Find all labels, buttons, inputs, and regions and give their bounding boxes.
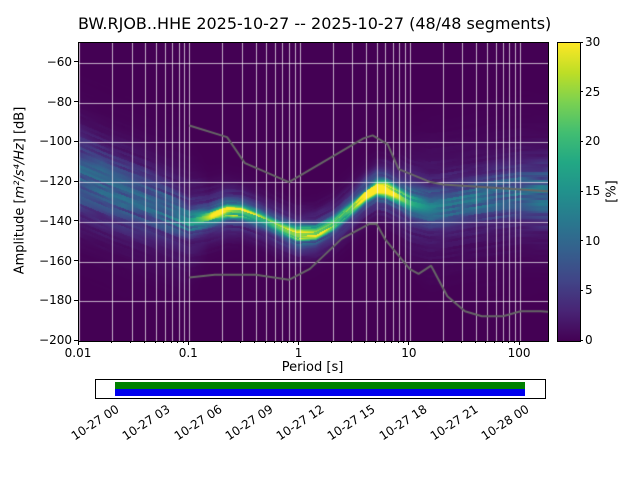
y-tick-mark bbox=[74, 299, 78, 301]
y-tick-mark bbox=[74, 260, 78, 262]
x-minor-tick-mark bbox=[273, 341, 275, 343]
timeline-tick-label: 10-27 18 bbox=[376, 402, 430, 444]
x-minor-tick-mark bbox=[364, 341, 366, 343]
y-tick-label: −80 bbox=[46, 94, 72, 109]
x-minor-tick-mark bbox=[485, 341, 487, 343]
x-tick-label: 1 bbox=[294, 346, 303, 360]
x-tick-mark bbox=[298, 341, 300, 345]
x-tick-label: 0.1 bbox=[178, 346, 198, 360]
x-minor-tick-mark bbox=[474, 341, 476, 343]
y-tick-label: −160 bbox=[39, 253, 72, 268]
x-minor-tick-mark bbox=[397, 341, 399, 343]
x-minor-tick-mark bbox=[264, 341, 266, 343]
x-minor-tick-mark bbox=[391, 341, 393, 343]
colorbar-tick-label: 30 bbox=[585, 35, 601, 49]
y-axis-label: Amplitude [m²/s⁴/Hz] [dB] bbox=[13, 41, 28, 341]
colorbar bbox=[557, 42, 581, 342]
y-tick-mark bbox=[74, 339, 78, 341]
timeline-tick-label: 10-27 15 bbox=[325, 402, 378, 444]
x-minor-tick-mark bbox=[143, 341, 145, 343]
x-tick-label: 10 bbox=[401, 346, 417, 360]
x-minor-tick-mark bbox=[331, 341, 333, 343]
y-tick-mark bbox=[74, 140, 78, 142]
x-minor-tick-mark bbox=[177, 341, 179, 343]
colorbar-tick-mark bbox=[580, 41, 583, 43]
colorbar-tick-mark bbox=[580, 190, 583, 192]
timeline-tick-label: 10-28 00 bbox=[478, 402, 532, 444]
x-minor-tick-mark bbox=[513, 341, 515, 343]
x-minor-tick-mark bbox=[383, 341, 385, 343]
x-minor-tick-mark bbox=[130, 341, 132, 343]
x-axis-label: Period [s] bbox=[281, 360, 344, 375]
colorbar-tick-mark bbox=[580, 289, 583, 291]
colorbar-tick-label: 25 bbox=[585, 84, 601, 99]
x-minor-tick-mark bbox=[350, 341, 352, 343]
colorbar-tick-label: 20 bbox=[585, 134, 601, 149]
y-tick-mark bbox=[74, 180, 78, 182]
colorbar-tick-mark bbox=[580, 91, 583, 93]
x-minor-tick-mark bbox=[287, 341, 289, 343]
y-tick-label: −140 bbox=[39, 213, 72, 228]
x-tick-mark bbox=[408, 341, 410, 345]
x-minor-tick-mark bbox=[507, 341, 509, 343]
y-tick-mark bbox=[74, 101, 78, 103]
y-axis-label-units: m²/s⁴/Hz bbox=[12, 143, 28, 199]
colorbar-tick-mark bbox=[580, 140, 583, 142]
x-minor-tick-mark bbox=[460, 341, 462, 343]
x-minor-tick-mark bbox=[254, 341, 256, 343]
y-axis-label-suffix: ] [dB] bbox=[12, 106, 28, 144]
y-tick-mark bbox=[74, 61, 78, 63]
x-tick-label: 0.01 bbox=[64, 346, 92, 360]
y-tick-label: −180 bbox=[39, 293, 72, 308]
colorbar-tick-label: 0 bbox=[585, 333, 593, 347]
y-tick-label: −60 bbox=[46, 54, 72, 69]
chart-title: BW.RJOB..HHE 2025-10-27 -- 2025-10-27 (4… bbox=[78, 14, 552, 33]
ppsd-heatmap bbox=[78, 42, 549, 342]
x-minor-tick-mark bbox=[501, 341, 503, 343]
x-minor-tick-mark bbox=[293, 341, 294, 343]
timeline-tick-label: 10-27 21 bbox=[427, 402, 481, 444]
x-minor-tick-mark bbox=[182, 341, 184, 343]
colorbar-label: [%] bbox=[604, 180, 620, 203]
x-tick-mark bbox=[187, 341, 189, 345]
y-tick-label: −100 bbox=[39, 134, 72, 149]
y-axis-label-prefix: Amplitude [ bbox=[12, 198, 28, 275]
x-minor-tick-mark bbox=[154, 341, 156, 343]
x-minor-tick-mark bbox=[494, 341, 496, 343]
x-minor-tick-mark bbox=[170, 341, 172, 343]
colorbar-tick-label: 10 bbox=[585, 233, 601, 248]
x-minor-tick-mark bbox=[110, 341, 112, 343]
timeline-tick-label: 10-27 03 bbox=[120, 402, 173, 444]
timeline-bar bbox=[95, 379, 546, 399]
x-minor-tick-mark bbox=[403, 341, 405, 343]
x-tick-mark bbox=[77, 341, 79, 345]
timeline-coverage-blue bbox=[115, 389, 525, 396]
timeline-tick-label: 10-27 06 bbox=[171, 402, 225, 444]
y-tick-label: −200 bbox=[39, 333, 72, 347]
timeline-tick-label: 10-27 00 bbox=[68, 402, 122, 444]
x-tick-label: 100 bbox=[507, 346, 531, 360]
timeline-coverage-green bbox=[115, 382, 525, 389]
x-tick-mark bbox=[518, 341, 520, 345]
y-tick-label: −120 bbox=[39, 174, 72, 189]
x-minor-tick-mark bbox=[163, 341, 165, 343]
colorbar-tick-mark bbox=[580, 240, 583, 242]
timeline-tick-label: 10-27 12 bbox=[273, 402, 327, 444]
y-tick-mark bbox=[74, 220, 78, 222]
x-minor-tick-mark bbox=[375, 341, 377, 343]
x-minor-tick-mark bbox=[220, 341, 222, 343]
colorbar-tick-label: 5 bbox=[585, 283, 593, 298]
colorbar-tick-label: 15 bbox=[585, 184, 601, 198]
colorbar-tick-mark bbox=[580, 339, 583, 341]
x-minor-tick-mark bbox=[240, 341, 242, 343]
timeline-tick-label: 10-27 09 bbox=[222, 402, 276, 444]
x-minor-tick-mark bbox=[441, 341, 443, 343]
x-minor-tick-mark bbox=[280, 341, 282, 343]
